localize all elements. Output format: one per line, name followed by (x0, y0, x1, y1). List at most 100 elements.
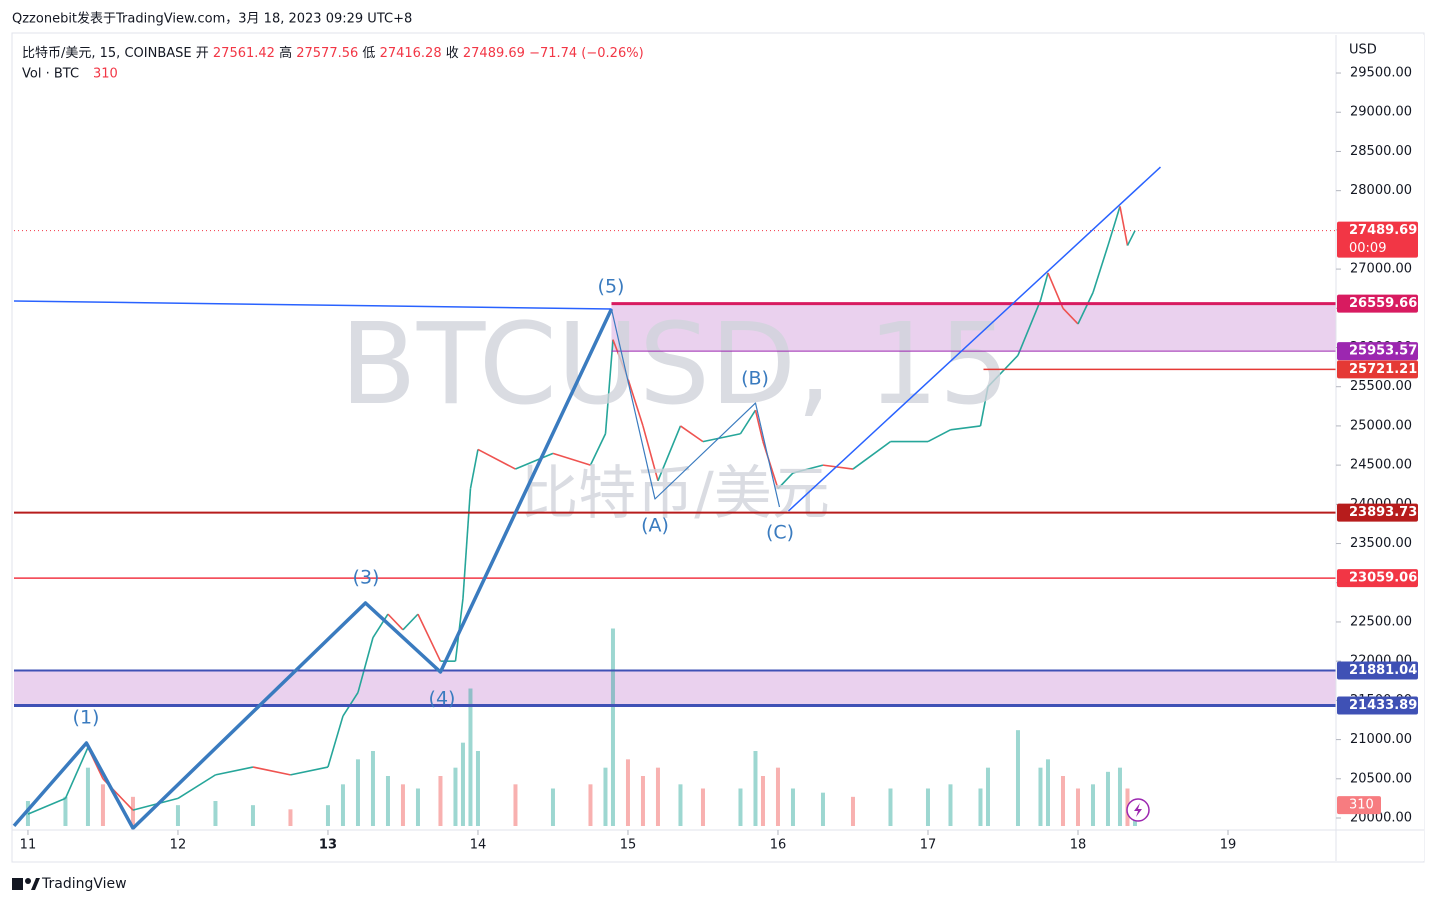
volume-label: Vol · BTC (22, 67, 79, 82)
volume-bar (753, 751, 758, 826)
wave-line (787, 166, 1161, 512)
legend: 比特币/美元, 15, COINBASE 开 27561.42 高 27577.… (22, 45, 644, 82)
axes: 20000.0020500.0021000.0021500.0022000.00… (20, 66, 1418, 853)
volume-bar (775, 767, 780, 826)
x-tick-label: 11 (20, 838, 37, 853)
price-segment (1119, 206, 1129, 246)
price-segment (469, 449, 479, 489)
price-segment (627, 378, 644, 427)
volume-bar (640, 776, 645, 826)
y-tick-label: 22500.00 (1350, 614, 1412, 629)
watermark-name: 比特币/美元 (520, 459, 830, 527)
watermark-symbol: BTCUSD, 15 (340, 300, 1010, 430)
logo-mark (25, 878, 31, 884)
overlay (12, 166, 1336, 830)
legend-item: 高 (279, 45, 292, 61)
volume-bar (1105, 771, 1110, 826)
price-badge (1337, 569, 1418, 588)
price-segment (1039, 272, 1049, 301)
volume-bar (1060, 776, 1065, 826)
price-segment (680, 425, 704, 443)
y-tick-label: 25500.00 (1350, 379, 1412, 394)
x-tick-label: 13 (319, 838, 337, 853)
y-tick-label: 27000.00 (1350, 262, 1412, 277)
price-segment (777, 472, 794, 490)
price-segment (739, 409, 757, 435)
volume-bar (370, 751, 375, 826)
volume-bar (925, 788, 930, 826)
y-tick-label: 29000.00 (1350, 105, 1412, 120)
price-segment (1126, 230, 1136, 246)
plot (14, 206, 1336, 826)
x-tick-label: 18 (1070, 838, 1087, 853)
price-badge-label: 23893.73 (1349, 505, 1417, 520)
price-badge (1337, 221, 1418, 258)
countdown: 00:09 (1349, 241, 1386, 256)
y-tick-label: 24500.00 (1350, 458, 1412, 473)
price-segment (290, 766, 329, 776)
price-segment (642, 425, 659, 482)
price-badge (1337, 503, 1418, 522)
price-segment (927, 429, 951, 443)
volume-bar (475, 751, 480, 826)
price-badge-label: 25721.21 (1349, 362, 1417, 377)
volume-bar (738, 788, 743, 826)
price-badge-label: 27489.69 (1349, 223, 1417, 238)
volume-bar (550, 788, 555, 826)
price-segment (1017, 300, 1042, 356)
volume-bar (760, 776, 765, 826)
volume-bar (85, 767, 90, 826)
volume-value: 310 (93, 67, 118, 82)
volume-bar (468, 688, 473, 826)
volume-bar (790, 788, 795, 826)
wave-line (13, 300, 612, 310)
volume-bar (625, 759, 630, 826)
wave-label: (1) (73, 707, 100, 729)
price-segment (177, 774, 216, 800)
legend-item: 27577.56 (296, 46, 358, 61)
footer-brand: TradingView (41, 876, 127, 892)
price-axis (1336, 35, 1424, 861)
y-tick-label: 20500.00 (1350, 771, 1412, 786)
price-segment (754, 410, 764, 442)
volume-bar (978, 788, 983, 826)
legend-item: 27561.42 (213, 46, 275, 61)
price-segment (852, 440, 891, 470)
volume-bar (820, 792, 825, 826)
zone (611, 303, 1336, 352)
volume-badge (1337, 796, 1381, 815)
volume-bar (250, 805, 255, 826)
volume-bar (415, 788, 420, 826)
volume-badge-label: 310 (1349, 798, 1374, 813)
wave-line (12, 308, 614, 830)
volume-bar (678, 784, 683, 826)
price-segment (1107, 206, 1121, 246)
price-segment (1062, 307, 1079, 325)
price-segment (792, 464, 824, 474)
price-badge-label: 25953.57 (1349, 344, 1417, 359)
price-badge-label: 21433.89 (1349, 698, 1417, 713)
logo-mark (31, 878, 40, 890)
price-segment (327, 715, 344, 768)
price-badge (1337, 696, 1418, 715)
price-badge (1337, 360, 1418, 379)
x-tick-label: 17 (920, 838, 937, 853)
volume-bar (460, 742, 465, 826)
x-tick-label: 14 (470, 838, 487, 853)
volume-bar (1045, 759, 1050, 826)
legend-item: 27416.28 (380, 46, 442, 61)
volume-bar (213, 801, 218, 826)
volume-bar (438, 776, 443, 826)
legend-item: −71.74 (−0.26%) (529, 46, 644, 61)
price-segment (1092, 245, 1109, 293)
price-badge-label: 23059.06 (1349, 571, 1417, 586)
volume-bar (288, 809, 293, 826)
price-segment (215, 766, 254, 776)
logo-mark (12, 878, 23, 890)
price-segment (822, 464, 854, 470)
volume-bar (850, 796, 855, 826)
price-segment (252, 766, 291, 776)
y-tick-label: 23500.00 (1350, 536, 1412, 551)
volume-bar (453, 767, 458, 826)
